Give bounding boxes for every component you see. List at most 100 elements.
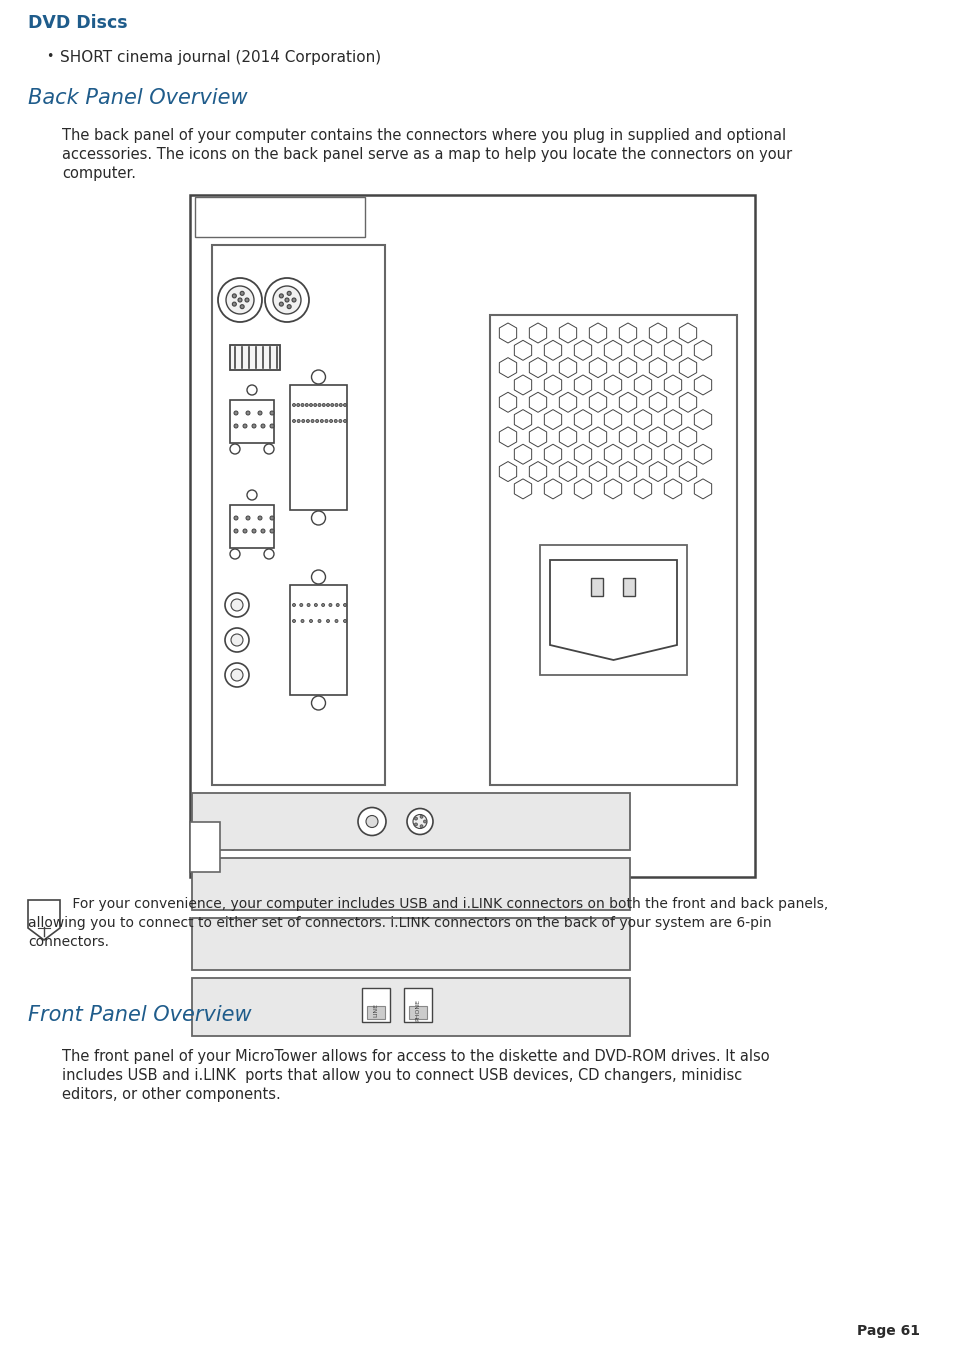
Polygon shape [679, 392, 696, 412]
Polygon shape [618, 392, 636, 412]
Bar [290, 385, 347, 509]
Polygon shape [649, 358, 666, 378]
Bar [623, 578, 635, 596]
Circle shape [325, 420, 328, 423]
Circle shape [225, 628, 249, 653]
Bar [490, 315, 737, 785]
Polygon shape [634, 478, 651, 499]
Circle shape [322, 404, 325, 407]
Polygon shape [529, 462, 546, 481]
Polygon shape [574, 478, 591, 499]
Circle shape [419, 815, 422, 819]
Circle shape [315, 420, 318, 423]
Polygon shape [694, 478, 711, 499]
Circle shape [233, 530, 237, 534]
Polygon shape [663, 409, 681, 430]
Polygon shape [634, 376, 651, 394]
Circle shape [226, 286, 253, 313]
Polygon shape [663, 376, 681, 394]
Circle shape [419, 824, 422, 828]
Circle shape [335, 604, 339, 607]
Polygon shape [649, 323, 666, 343]
Bar [192, 917, 629, 970]
Polygon shape [574, 444, 591, 465]
Circle shape [252, 424, 255, 428]
Polygon shape [498, 392, 517, 412]
Text: SHORT cinema journal (2014 Corporation): SHORT cinema journal (2014 Corporation) [60, 50, 381, 65]
Circle shape [243, 424, 247, 428]
Circle shape [414, 817, 417, 820]
Circle shape [293, 420, 295, 423]
Circle shape [252, 530, 255, 534]
Circle shape [293, 620, 295, 623]
Polygon shape [603, 478, 621, 499]
Polygon shape [544, 376, 561, 394]
Circle shape [218, 278, 262, 322]
Circle shape [233, 516, 237, 520]
Circle shape [292, 299, 295, 303]
Bar [403, 988, 432, 1021]
Polygon shape [529, 358, 546, 378]
Circle shape [338, 420, 341, 423]
Polygon shape [514, 444, 531, 465]
Bar [409, 1006, 427, 1019]
Polygon shape [558, 358, 576, 378]
Polygon shape [514, 409, 531, 430]
Circle shape [343, 604, 346, 607]
Circle shape [225, 593, 249, 617]
Circle shape [233, 295, 236, 297]
Bar [190, 821, 220, 871]
Polygon shape [634, 444, 651, 465]
Bar [539, 544, 686, 676]
Circle shape [343, 620, 346, 623]
Text: computer.: computer. [62, 166, 136, 181]
Text: allowing you to connect to either set of connectors. i.LINK connectors on the ba: allowing you to connect to either set of… [28, 916, 771, 929]
Polygon shape [589, 392, 606, 412]
Bar [192, 793, 629, 850]
Bar [192, 858, 629, 911]
Circle shape [247, 490, 256, 500]
Text: PHONE: PHONE [416, 998, 420, 1021]
Text: The front panel of your MicroTower allows for access to the diskette and DVD-ROM: The front panel of your MicroTower allow… [62, 1048, 769, 1065]
Polygon shape [529, 427, 546, 447]
Circle shape [317, 620, 320, 623]
Circle shape [357, 808, 386, 835]
Polygon shape [589, 427, 606, 447]
Polygon shape [529, 392, 546, 412]
Polygon shape [663, 444, 681, 465]
Circle shape [270, 411, 274, 415]
Circle shape [240, 305, 244, 308]
Polygon shape [603, 376, 621, 394]
Polygon shape [694, 409, 711, 430]
Circle shape [301, 420, 304, 423]
Circle shape [293, 404, 295, 407]
Circle shape [237, 299, 242, 303]
Circle shape [240, 292, 244, 296]
Circle shape [279, 303, 283, 307]
Polygon shape [618, 358, 636, 378]
Circle shape [343, 420, 346, 423]
Polygon shape [574, 340, 591, 361]
Circle shape [233, 424, 237, 428]
Circle shape [264, 444, 274, 454]
Circle shape [225, 663, 249, 688]
Polygon shape [618, 323, 636, 343]
Polygon shape [694, 444, 711, 465]
Text: Back Panel Overview: Back Panel Overview [28, 88, 248, 108]
Circle shape [301, 620, 304, 623]
Circle shape [230, 444, 240, 454]
Bar [212, 245, 385, 785]
Text: accessories. The icons on the back panel serve as a map to help you locate the c: accessories. The icons on the back panel… [62, 147, 791, 162]
Polygon shape [618, 427, 636, 447]
Circle shape [296, 420, 300, 423]
Polygon shape [603, 340, 621, 361]
Polygon shape [529, 323, 546, 343]
Circle shape [296, 404, 299, 407]
Circle shape [423, 820, 426, 823]
Circle shape [307, 604, 310, 607]
Text: DVD Discs: DVD Discs [28, 14, 128, 32]
Circle shape [309, 404, 313, 407]
Circle shape [413, 815, 427, 828]
Polygon shape [634, 409, 651, 430]
Polygon shape [544, 478, 561, 499]
